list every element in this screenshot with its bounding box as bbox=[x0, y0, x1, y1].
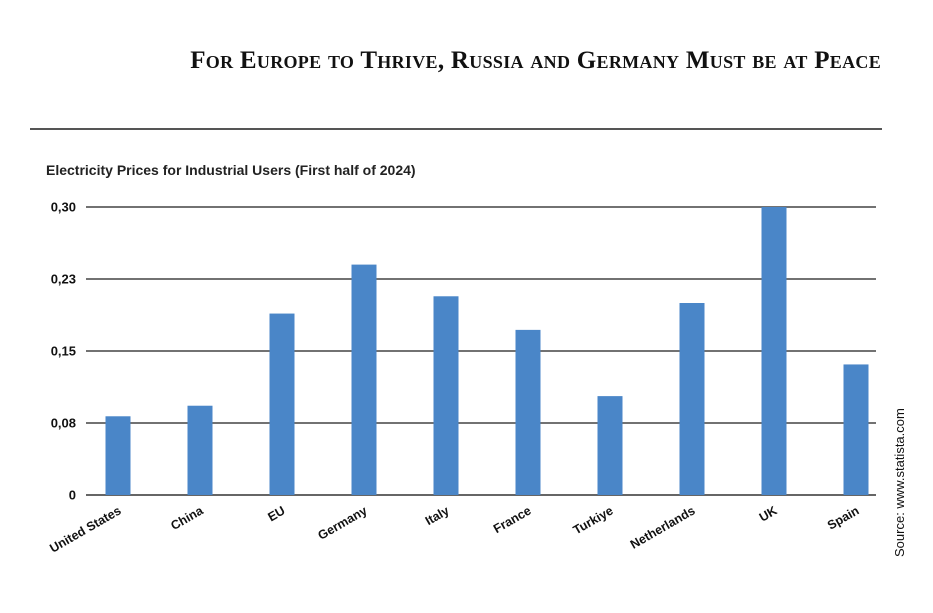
chart-title: Electricity Prices for Industrial Users … bbox=[46, 162, 416, 178]
bar-germany bbox=[351, 264, 377, 495]
bar-turkiye bbox=[597, 396, 623, 495]
bar-france bbox=[515, 329, 541, 495]
bar-uk bbox=[761, 207, 787, 495]
x-category-label: Germany bbox=[316, 503, 370, 542]
gridlines bbox=[86, 206, 876, 496]
x-category-label: EU bbox=[265, 503, 287, 524]
bar-eu bbox=[269, 313, 295, 495]
x-category-label: Netherlands bbox=[628, 503, 698, 551]
x-category-label: Turkiye bbox=[571, 503, 616, 537]
x-category-label: UK bbox=[757, 503, 780, 524]
x-category-label: China bbox=[168, 503, 206, 533]
y-tick-label: 0,15 bbox=[51, 344, 76, 359]
x-axis-labels: United States China EU Germany Italy France Tu… bbox=[47, 503, 861, 556]
y-tick-label: 0 bbox=[69, 488, 76, 503]
x-category-label: Italy bbox=[423, 503, 452, 528]
bar-italy bbox=[433, 296, 459, 495]
x-category-label: Spain bbox=[825, 503, 861, 532]
bars bbox=[105, 207, 869, 495]
x-category-label: France bbox=[491, 503, 534, 536]
headline: For Europe to Thrive, Russia and Germany… bbox=[190, 47, 881, 74]
headline-divider bbox=[30, 128, 882, 130]
x-category-label: United States bbox=[47, 503, 123, 555]
bar-china bbox=[187, 405, 213, 495]
bar-spain bbox=[843, 364, 869, 495]
y-axis-ticks: 0 0,08 0,15 0,23 0,30 bbox=[51, 200, 76, 503]
source-note: Source: www.statista.com bbox=[892, 408, 907, 557]
y-tick-label: 0,23 bbox=[51, 272, 76, 287]
bar-netherlands bbox=[679, 303, 705, 495]
y-tick-label: 0,30 bbox=[51, 200, 76, 215]
bar-united-states bbox=[105, 416, 131, 495]
y-tick-label: 0,08 bbox=[51, 416, 76, 431]
